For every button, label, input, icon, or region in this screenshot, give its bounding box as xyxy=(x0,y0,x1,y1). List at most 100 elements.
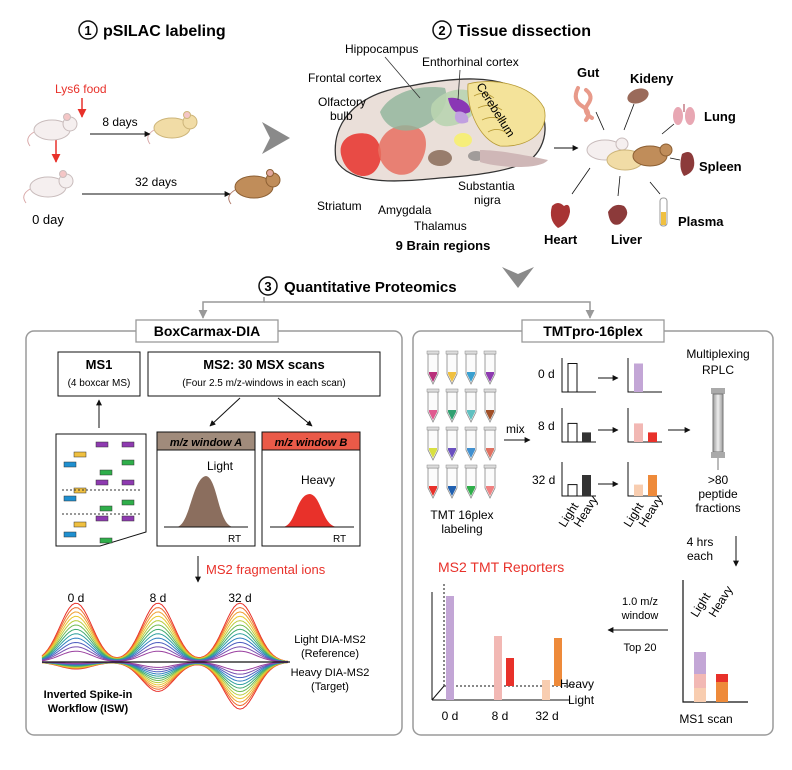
step1-section: 1 pSILAC labeling Lys6 food xyxy=(23,20,281,227)
scheme-block xyxy=(95,479,109,486)
label-entorhinal: Enthorhinal cortex xyxy=(422,55,519,69)
mini-bar-heavy-color xyxy=(648,432,657,442)
label-lung: Lung xyxy=(704,109,736,124)
step3-header: 3 Quantitative Proteomics xyxy=(198,276,595,319)
leader-liver xyxy=(617,175,621,197)
mini-axis xyxy=(627,358,662,393)
mini-bar-light xyxy=(567,484,578,497)
tmt-tube-cap xyxy=(464,350,478,355)
fractions-line3: fractions xyxy=(695,501,740,515)
tmt-tube-fill xyxy=(448,448,456,458)
scheme-block xyxy=(99,537,113,544)
leader-lung xyxy=(661,123,675,135)
leader-plasma xyxy=(649,181,661,195)
spleen-icon xyxy=(680,152,695,176)
step3-title: Quantitative Proteomics xyxy=(284,279,457,296)
mini-axis xyxy=(561,358,596,393)
arrow-to-window-a xyxy=(209,397,241,427)
tmt-tube-cap xyxy=(426,350,440,355)
ms1-scan-label: MS1 scan xyxy=(679,712,732,726)
tmt-mini-charts xyxy=(561,358,662,497)
tmt-title-box xyxy=(521,319,665,343)
tmt-tube-fill xyxy=(467,448,475,458)
ms1-bar-heavy-8d xyxy=(716,674,728,682)
step2-number: 2 xyxy=(438,23,445,38)
brain-illustration xyxy=(334,78,548,182)
tmt-tube-cap xyxy=(426,464,440,469)
tmt-tube-cap xyxy=(464,464,478,469)
scheme-block xyxy=(95,515,109,522)
label-32-days: 32 days xyxy=(135,175,177,189)
mouse-brown-icon xyxy=(228,169,281,205)
isw-light-curve xyxy=(41,650,289,663)
isw-label-0d: 0 d xyxy=(68,591,85,605)
arrow-to-boxcarmax xyxy=(198,297,265,319)
isw-label-32d: 32 d xyxy=(228,591,251,605)
window-a-header xyxy=(156,431,256,451)
isw-line2: Workflow (ISW) xyxy=(48,703,129,715)
mini-bar-light-color xyxy=(634,363,643,392)
ms1-box xyxy=(57,351,141,397)
rep-label-8d: 8 d xyxy=(492,709,509,723)
mix-label: mix xyxy=(506,422,525,436)
tmt-tube-cap xyxy=(483,464,497,469)
scheme-block xyxy=(73,451,87,458)
rplc-column-icon xyxy=(711,388,725,470)
heart-icon xyxy=(550,203,570,228)
label-kidney: Kideny xyxy=(630,71,674,86)
plasma-tube-icon xyxy=(659,197,668,227)
chevron-down-icon xyxy=(502,267,534,288)
step2-number-circle xyxy=(432,20,452,40)
scheme-block xyxy=(63,495,77,502)
tmt-title: TMTpro-16plex xyxy=(543,323,643,339)
heavy-peak xyxy=(282,494,338,527)
label-substantia-line1: Substantia xyxy=(458,179,515,193)
label-amygdala: Amygdala xyxy=(378,203,432,217)
isw-light-curve xyxy=(41,637,289,663)
rep-axis-heavy: Heavy xyxy=(560,677,594,691)
reporters-title: MS2 TMT Reporters xyxy=(438,559,564,575)
tmt-tube-fill xyxy=(429,372,437,382)
leader-hippocampus xyxy=(384,56,421,99)
arrow-to-window-b xyxy=(277,397,313,427)
leader-entorhinal xyxy=(457,69,461,101)
tmt-tube-cap xyxy=(445,350,459,355)
tmt-panel: TMTpro-16plex TMT 16plex labeling mix 0 … xyxy=(412,319,774,736)
ms1-subtitle: (4 boxcar MS) xyxy=(68,378,131,389)
label-olfactory-line1: Olfactory xyxy=(318,95,366,109)
ms1-bar-light-32d xyxy=(694,688,706,702)
label-thalamus: Thalamus xyxy=(414,219,467,233)
isw-heavy-curve xyxy=(41,661,289,672)
step2-title: Tissue dissection xyxy=(457,23,591,40)
row-label-8d: 8 d xyxy=(538,419,555,433)
hrs-line1: 4 hrs xyxy=(687,535,714,549)
tmt-tube-fill xyxy=(467,410,475,420)
tmt-tube-cap xyxy=(483,350,497,355)
light-peak xyxy=(176,476,234,527)
scheme-block xyxy=(121,499,135,506)
label-gut: Gut xyxy=(577,65,600,80)
boxcar-scan-scheme xyxy=(55,433,147,547)
label-frontal: Frontal cortex xyxy=(308,71,381,85)
ms2-box xyxy=(147,351,381,397)
tmt-tube-fill xyxy=(467,486,475,496)
boxcarmax-panel: BoxCarmax-DIA MS1 (4 boxcar MS) MS2: 30 … xyxy=(25,319,403,736)
step2-section: 2 Tissue dissection Hippocampus Enthorhi… xyxy=(308,20,742,253)
row-label-0d: 0 d xyxy=(538,367,555,381)
window-b-header xyxy=(261,431,361,451)
leader-kidney xyxy=(623,103,635,131)
reporter-bar-heavy-8d xyxy=(506,658,514,686)
window-a-peak-label: Light xyxy=(207,459,234,473)
mz-line2: window xyxy=(621,610,659,622)
lys6-food-label: Lys6 food xyxy=(55,82,107,96)
rep-label-32d: 32 d xyxy=(535,709,558,723)
scheme-block xyxy=(95,441,109,448)
tmt-labeling-line2: labeling xyxy=(441,522,482,536)
window-a-rt: RT xyxy=(228,534,241,545)
label-spleen: Spleen xyxy=(699,159,742,174)
step3-number-circle xyxy=(258,276,278,296)
multiplexing-line2: RPLC xyxy=(702,363,734,377)
tmt-tube-fill xyxy=(486,486,494,496)
scheme-block xyxy=(63,531,77,538)
tmt-tube-cap xyxy=(426,426,440,431)
